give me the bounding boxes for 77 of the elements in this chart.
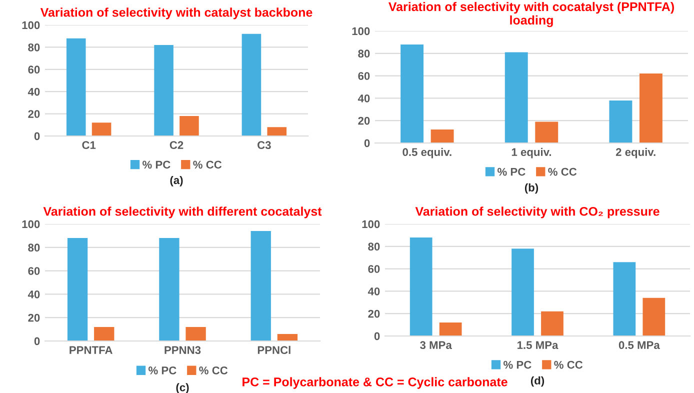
chart-title: Variation of selectivity with different cocatalyst [43,206,322,218]
x-tick-label: 2 equiv. [616,148,656,158]
y-tick-label: 40 [368,287,380,296]
bar [430,130,454,143]
legend-label: % CC [554,360,583,369]
chart-title: Variation of selectivity with catalyst backbone [40,8,312,20]
bar [154,44,174,136]
x-tick-label: PPNTFA [70,346,112,354]
bar [609,100,632,143]
x-tick-label: 1.5 MPa [518,341,558,350]
bar [277,334,298,341]
bar [250,231,271,341]
text: (d) [530,376,544,387]
y-tick-label: 100 [22,220,40,228]
y-tick-label: 0 [34,337,40,346]
chart-title: Variation of selectivity with cocatalyst (PPNTFA) loading [388,2,674,28]
text: (c) [176,383,189,393]
x-tick-label: C2 [170,141,184,150]
legend-label: % PC [498,168,526,176]
bar [541,311,564,336]
x-tick-label: PPNCl [258,346,290,354]
y-tick-label: 100 [22,21,40,30]
y-tick-label: 20 [28,110,40,118]
bar [186,326,206,341]
legend-label: % CC [548,168,577,176]
text: PC = Polycarbonate & CC = Cyclic carbonate [242,377,508,389]
y-tick-label: 100 [362,220,380,228]
bar [180,116,199,136]
bar [439,322,462,336]
bar [242,34,262,136]
legend-label: % PC [504,360,532,369]
y-tick-label: 0 [364,139,370,148]
y-tick-label: 40 [28,88,40,96]
y-tick-label: 20 [28,314,40,322]
bar [512,248,534,336]
y-tick-label: 80 [28,43,40,52]
legend-label: % PC [142,160,170,169]
bar [639,74,662,143]
bar [613,262,636,336]
y-tick-label: 60 [358,72,370,80]
y-tick-label: 80 [358,50,370,58]
x-tick-label: 1 equiv. [512,148,552,158]
bar [535,122,558,143]
bar [504,52,528,143]
x-tick-label: 0.5 equiv. [402,148,452,158]
legend-label: % CC [193,160,222,169]
text: (a) [170,176,183,186]
y-tick-label: 20 [358,116,370,125]
bar [92,122,112,136]
x-tick-label: C1 [82,141,96,150]
bar [159,238,180,341]
bar [94,326,114,341]
x-tick-label: PPNN3 [164,346,201,354]
x-tick-label: C3 [258,141,271,150]
chart-title: Variation of selectivity with CO₂ pressure [415,206,660,218]
y-tick-label: 40 [358,94,370,102]
legend-label: % PC [148,366,176,374]
bar [67,238,88,341]
bar [410,237,432,336]
y-tick-label: 100 [352,27,370,36]
y-tick-label: 60 [28,66,40,74]
y-tick-label: 80 [368,242,380,251]
x-tick-label: 0.5 MPa [618,341,660,350]
bar [267,127,287,136]
y-tick-label: 40 [28,290,40,298]
bar [642,298,666,336]
y-tick-label: 60 [368,265,380,273]
y-tick-label: 60 [28,267,40,275]
text: (b) [524,183,538,194]
y-tick-label: 80 [28,244,40,252]
bar [400,44,424,143]
y-tick-label: 20 [368,310,380,318]
legend-label: % CC [199,366,228,374]
bar [66,38,86,136]
y-tick-label: 0 [374,332,380,340]
y-tick-label: 0 [34,132,40,140]
x-tick-label: 3 MPa [420,341,452,350]
